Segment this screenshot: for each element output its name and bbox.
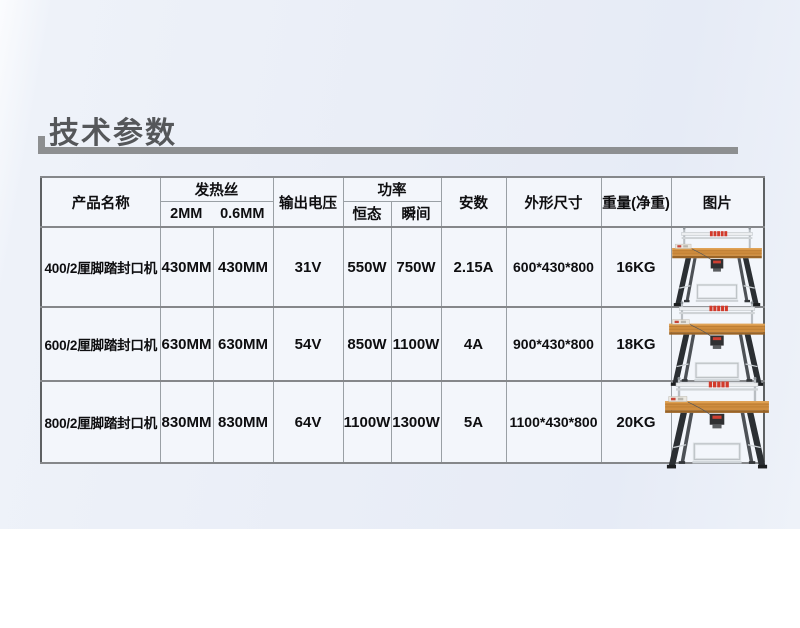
cell-wire-2mm: 430MM [159, 226, 214, 308]
cell-wire-2mm: 830MM [159, 380, 214, 464]
sub-header-wire-06mm: 0.6MM [220, 205, 265, 222]
cell-wire-06mm: 430MM [212, 226, 274, 308]
col-header-weight: 重量(净重) [600, 176, 672, 228]
sub-header-power-steady: 恒态 [342, 200, 392, 228]
cell-picture [668, 300, 767, 388]
cell-wire-06mm: 630MM [212, 306, 274, 382]
cell-weight: 18KG [600, 306, 672, 382]
cell-weight: 16KG [600, 226, 672, 308]
cell-picture [670, 225, 765, 308]
col-header-amperage: 安数 [440, 176, 507, 228]
cell-voltage: 54V [272, 306, 344, 382]
col-header-power: 功率 [342, 176, 442, 202]
sealing-machine-photo [663, 375, 771, 470]
cell-amperage: 4A [440, 306, 507, 382]
cell-power-instant: 750W [390, 226, 442, 308]
sub-header-wire-2mm: 2MM [170, 205, 203, 222]
cell-power-instant: 1100W [390, 306, 442, 382]
cell-amperage: 2.15A [440, 226, 507, 308]
cell-weight: 20KG [600, 380, 672, 464]
cell-power-steady: 1100W [342, 380, 392, 464]
title-accent-nub [38, 136, 45, 154]
table-row: 400/2厘脚踏封口机 430MM 430MM 31V 550W 750W 2.… [40, 225, 765, 308]
cell-dimensions: 1100*430*800 [505, 380, 602, 464]
col-header-output-voltage: 输出电压 [272, 176, 344, 228]
col-header-picture: 图片 [670, 176, 765, 228]
cell-picture [663, 375, 771, 470]
cell-wire-06mm: 830MM [212, 380, 274, 464]
cell-power-steady: 550W [342, 226, 392, 308]
col-header-heating-wire: 发热丝 [159, 176, 274, 202]
cell-dimensions: 900*430*800 [505, 306, 602, 382]
col-header-product: 产品名称 [40, 176, 161, 228]
section-title: 技术参数 [49, 117, 177, 150]
cell-product: 600/2厘脚踏封口机 [40, 306, 161, 382]
title-underline-bar [38, 147, 738, 154]
cell-power-instant: 1300W [390, 380, 442, 464]
sub-header-wire-sizes: 2MM 0.6MM [159, 200, 274, 228]
cell-product: 800/2厘脚踏封口机 [40, 380, 161, 464]
cell-voltage: 31V [272, 226, 344, 308]
cell-amperage: 5A [440, 380, 507, 464]
spec-table: 产品名称 发热丝 输出电压 功率 安数 外形尺寸 重量(净重) 图片 2MM 0… [40, 176, 771, 470]
col-header-dimensions: 外形尺寸 [505, 176, 602, 228]
cell-wire-2mm: 630MM [159, 306, 214, 382]
cell-voltage: 64V [272, 380, 344, 464]
table-row: 800/2厘脚踏封口机 830MM 830MM 64V 1100W 1300W … [40, 375, 771, 470]
sub-header-power-instant: 瞬间 [390, 200, 442, 228]
cell-product: 400/2厘脚踏封口机 [40, 226, 161, 308]
table-row: 600/2厘脚踏封口机 630MM 630MM 54V 850W 1100W 4… [40, 300, 767, 388]
cell-power-steady: 850W [342, 306, 392, 382]
cell-dimensions: 600*430*800 [505, 226, 602, 308]
